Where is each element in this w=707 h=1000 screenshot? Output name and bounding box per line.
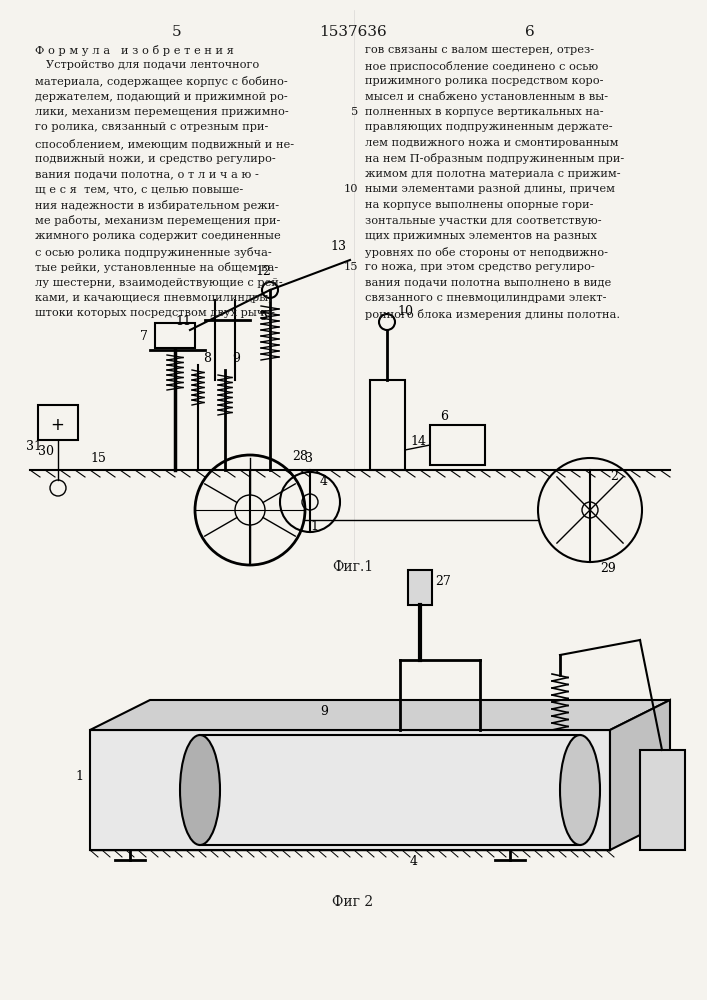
- Text: —: —: [18, 308, 28, 318]
- Text: 7: 7: [140, 330, 148, 343]
- Text: Ф о р м у л а   и з о б р е т е н и я: Ф о р м у л а и з о б р е т е н и я: [35, 45, 234, 56]
- Text: связанного с пневмоцилиндрами элект-: связанного с пневмоцилиндрами элект-: [365, 293, 607, 303]
- Text: 6: 6: [440, 410, 448, 423]
- Text: 10: 10: [397, 305, 413, 318]
- Text: мысел и снабжено установленным в вы-: мысел и снабжено установленным в вы-: [365, 92, 608, 103]
- Text: 1537636: 1537636: [319, 25, 387, 39]
- Text: 4: 4: [410, 855, 418, 868]
- Text: —: —: [18, 76, 28, 85]
- Text: 5: 5: [351, 107, 358, 117]
- Text: 31: 31: [26, 440, 42, 453]
- Text: —: —: [18, 92, 28, 101]
- Text: —: —: [18, 60, 28, 70]
- Text: го ролика, связанный с отрезным при-: го ролика, связанный с отрезным при-: [35, 122, 269, 132]
- Text: полненных в корпусе вертикальных на-: полненных в корпусе вертикальных на-: [365, 107, 604, 117]
- Text: 15: 15: [344, 262, 358, 272]
- Text: —: —: [18, 262, 28, 271]
- Text: 13: 13: [330, 240, 346, 253]
- Text: держателем, подающий и прижимной ро-: держателем, подающий и прижимной ро-: [35, 92, 288, 102]
- Bar: [408, 570, 432, 605]
- Text: —: —: [18, 216, 28, 225]
- Text: —: —: [18, 122, 28, 131]
- Text: —: —: [18, 184, 28, 194]
- Text: жимного ролика содержит соединенные: жимного ролика содержит соединенные: [35, 231, 281, 241]
- Text: щих прижимных элементов на разных: щих прижимных элементов на разных: [365, 231, 597, 241]
- Text: 2: 2: [610, 470, 618, 483]
- Text: —: —: [18, 277, 28, 286]
- Text: 29: 29: [600, 562, 616, 575]
- Text: ное приспособление соединено с осью: ное приспособление соединено с осью: [365, 60, 598, 72]
- Text: лу шестерни, взаимодействующие с рей-: лу шестерни, взаимодействующие с рей-: [35, 277, 283, 288]
- Text: щ е с я  тем, что, с целью повыше-: щ е с я тем, что, с целью повыше-: [35, 184, 243, 194]
- Bar: [155, 323, 195, 348]
- Text: ния надежности в избирательном режи-: ния надежности в избирательном режи-: [35, 200, 279, 211]
- Text: 5: 5: [260, 310, 268, 323]
- Text: 8: 8: [203, 352, 211, 365]
- Polygon shape: [610, 700, 670, 850]
- Text: ными элементами разной длины, причем: ными элементами разной длины, причем: [365, 184, 615, 194]
- Text: Устройство для подачи ленточного: Устройство для подачи ленточного: [35, 60, 259, 70]
- Text: —: —: [18, 231, 28, 240]
- Text: 14: 14: [410, 435, 426, 448]
- Text: способлением, имеющим подвижный и не-: способлением, имеющим подвижный и не-: [35, 138, 294, 149]
- Text: на корпусе выполнены опорные гори-: на корпусе выполнены опорные гори-: [365, 200, 593, 210]
- Bar: [38, 405, 78, 440]
- Text: 9: 9: [232, 352, 240, 365]
- Text: 1: 1: [75, 770, 83, 783]
- Bar: [640, 750, 685, 850]
- Text: лики, механизм перемещения прижимно-: лики, механизм перемещения прижимно-: [35, 107, 288, 117]
- Text: правляющих подпружиненным держате-: правляющих подпружиненным держате-: [365, 122, 613, 132]
- Text: 11: 11: [175, 315, 191, 328]
- Text: 5: 5: [173, 25, 182, 39]
- Text: Фиг 2: Фиг 2: [332, 895, 373, 909]
- Text: го ножа, при этом средство регулиро-: го ножа, при этом средство регулиро-: [365, 262, 595, 272]
- Text: Фиг.1: Фиг.1: [332, 560, 373, 574]
- Text: ронного блока измерения длины полотна.: ронного блока измерения длины полотна.: [365, 308, 620, 320]
- Text: —: —: [18, 107, 28, 116]
- Text: 12: 12: [255, 265, 271, 278]
- Text: гов связаны с валом шестерен, отрез-: гов связаны с валом шестерен, отрез-: [365, 45, 594, 55]
- Text: 30: 30: [38, 445, 54, 458]
- Text: жимом для полотна материала с прижим-: жимом для полотна материала с прижим-: [365, 169, 621, 179]
- Text: лем подвижного ножа и смонтированным: лем подвижного ножа и смонтированным: [365, 138, 619, 148]
- Bar: [370, 380, 405, 470]
- Polygon shape: [90, 700, 670, 730]
- Text: 9: 9: [320, 705, 328, 718]
- Bar: [430, 425, 485, 465]
- Text: вания подачи полотна, о т л и ч а ю -: вания подачи полотна, о т л и ч а ю -: [35, 169, 259, 179]
- Ellipse shape: [180, 735, 220, 845]
- Text: +: +: [50, 416, 64, 434]
- Text: —: —: [18, 45, 28, 54]
- Text: подвижный ножи, и средство регулиро-: подвижный ножи, и средство регулиро-: [35, 153, 276, 163]
- Text: ме работы, механизм перемещения при-: ме работы, механизм перемещения при-: [35, 216, 281, 227]
- Text: —: —: [18, 153, 28, 162]
- Text: ками, и качающиеся пневмоцилиндры,: ками, и качающиеся пневмоцилиндры,: [35, 293, 272, 303]
- Text: 28: 28: [292, 450, 308, 463]
- Text: тые рейки, установленные на общем ва-: тые рейки, установленные на общем ва-: [35, 262, 279, 273]
- Text: 4: 4: [320, 475, 328, 488]
- Text: 10: 10: [344, 184, 358, 194]
- Text: уровнях по обе стороны от неподвижно-: уровнях по обе стороны от неподвижно-: [365, 246, 608, 257]
- Text: штоки которых посредством двух рыча-: штоки которых посредством двух рыча-: [35, 308, 275, 318]
- Ellipse shape: [560, 735, 600, 845]
- Text: материала, содержащее корпус с бобино-: материала, содержащее корпус с бобино-: [35, 76, 288, 87]
- Text: —: —: [18, 169, 28, 178]
- Text: 15: 15: [90, 452, 106, 465]
- Text: 27: 27: [435, 575, 451, 588]
- Text: —: —: [18, 200, 28, 209]
- Text: зонтальные участки для соответствую-: зонтальные участки для соответствую-: [365, 216, 602, 226]
- Text: с осью ролика подпружиненные зубча-: с осью ролика подпружиненные зубча-: [35, 246, 271, 257]
- Text: —: —: [18, 293, 28, 302]
- Text: на нем П-образным подпружиненным при-: на нем П-образным подпружиненным при-: [365, 153, 624, 164]
- Bar: [90, 730, 610, 850]
- Text: 6: 6: [525, 25, 535, 39]
- Text: 1: 1: [310, 520, 318, 533]
- Text: —: —: [18, 138, 28, 147]
- Text: 3: 3: [305, 452, 313, 465]
- Text: прижимного ролика посредством коро-: прижимного ролика посредством коро-: [365, 76, 604, 86]
- Text: —: —: [18, 246, 28, 255]
- Text: вания подачи полотна выполнено в виде: вания подачи полотна выполнено в виде: [365, 277, 612, 288]
